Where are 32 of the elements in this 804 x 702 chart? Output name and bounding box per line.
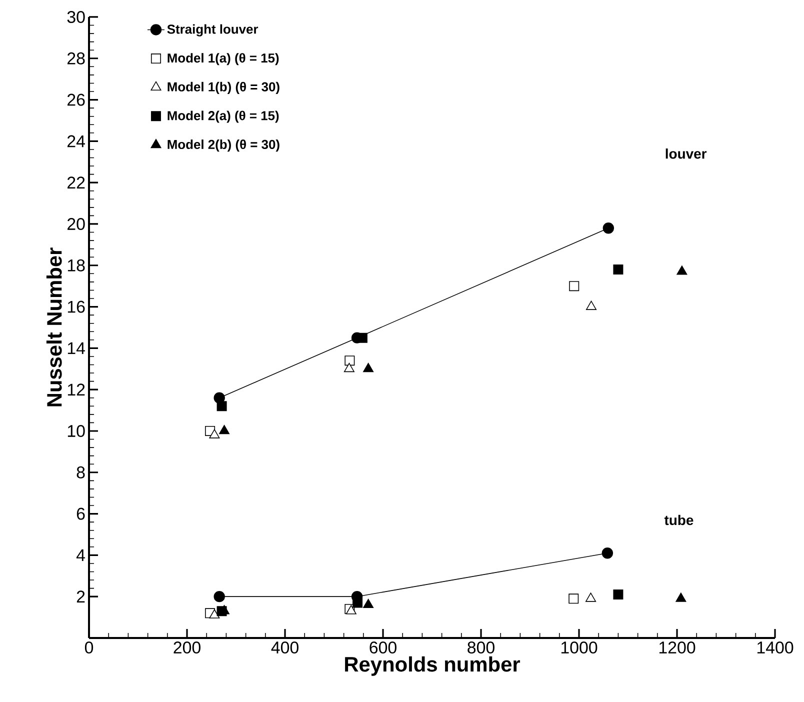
x-tick-label: 200 bbox=[174, 642, 200, 654]
annotation: tube bbox=[664, 514, 694, 526]
y-tick-label: 4 bbox=[76, 549, 85, 562]
legend-label: Straight louver bbox=[167, 24, 258, 36]
legend-label: Model 2(a) (θ = 15) bbox=[168, 110, 279, 123]
y-tick-label: 20 bbox=[68, 218, 85, 230]
y-tick-label: 16 bbox=[68, 300, 85, 313]
y-tick-label: 24 bbox=[68, 135, 85, 148]
annotation: louver bbox=[666, 148, 707, 159]
y-tick-label: 12 bbox=[68, 384, 85, 396]
y-tick-label: 2 bbox=[76, 590, 85, 602]
y-tick-label: 14 bbox=[68, 342, 85, 354]
x-tick-label: 800 bbox=[468, 642, 494, 654]
y-tick-label: 26 bbox=[68, 94, 85, 106]
y-tick-label: 28 bbox=[68, 52, 85, 64]
legend-label: Model 1(a) (θ = 15) bbox=[168, 53, 279, 66]
x-tick-label: 1000 bbox=[561, 642, 598, 654]
x-tick-label: 0 bbox=[84, 642, 94, 654]
x-tick-label: 600 bbox=[370, 642, 396, 654]
y-tick-label: 6 bbox=[76, 508, 85, 520]
x-axis-title: Reynolds number bbox=[345, 656, 520, 676]
x-tick-label: 1200 bbox=[659, 642, 696, 654]
legend-label: Model 1(b) (θ = 30) bbox=[168, 82, 280, 94]
y-tick-label: 10 bbox=[68, 424, 85, 437]
y-tick-label: 30 bbox=[67, 10, 85, 23]
y-tick-label: 8 bbox=[76, 466, 85, 478]
y-tick-label: 18 bbox=[68, 259, 85, 272]
x-tick-label: 1400 bbox=[757, 642, 794, 654]
y-axis-title: Nusselt Number bbox=[46, 248, 62, 406]
legend-label: Model 2(b) (θ = 30) bbox=[168, 140, 280, 152]
y-tick-label: 22 bbox=[68, 176, 85, 188]
x-tick-label: 400 bbox=[271, 642, 298, 654]
